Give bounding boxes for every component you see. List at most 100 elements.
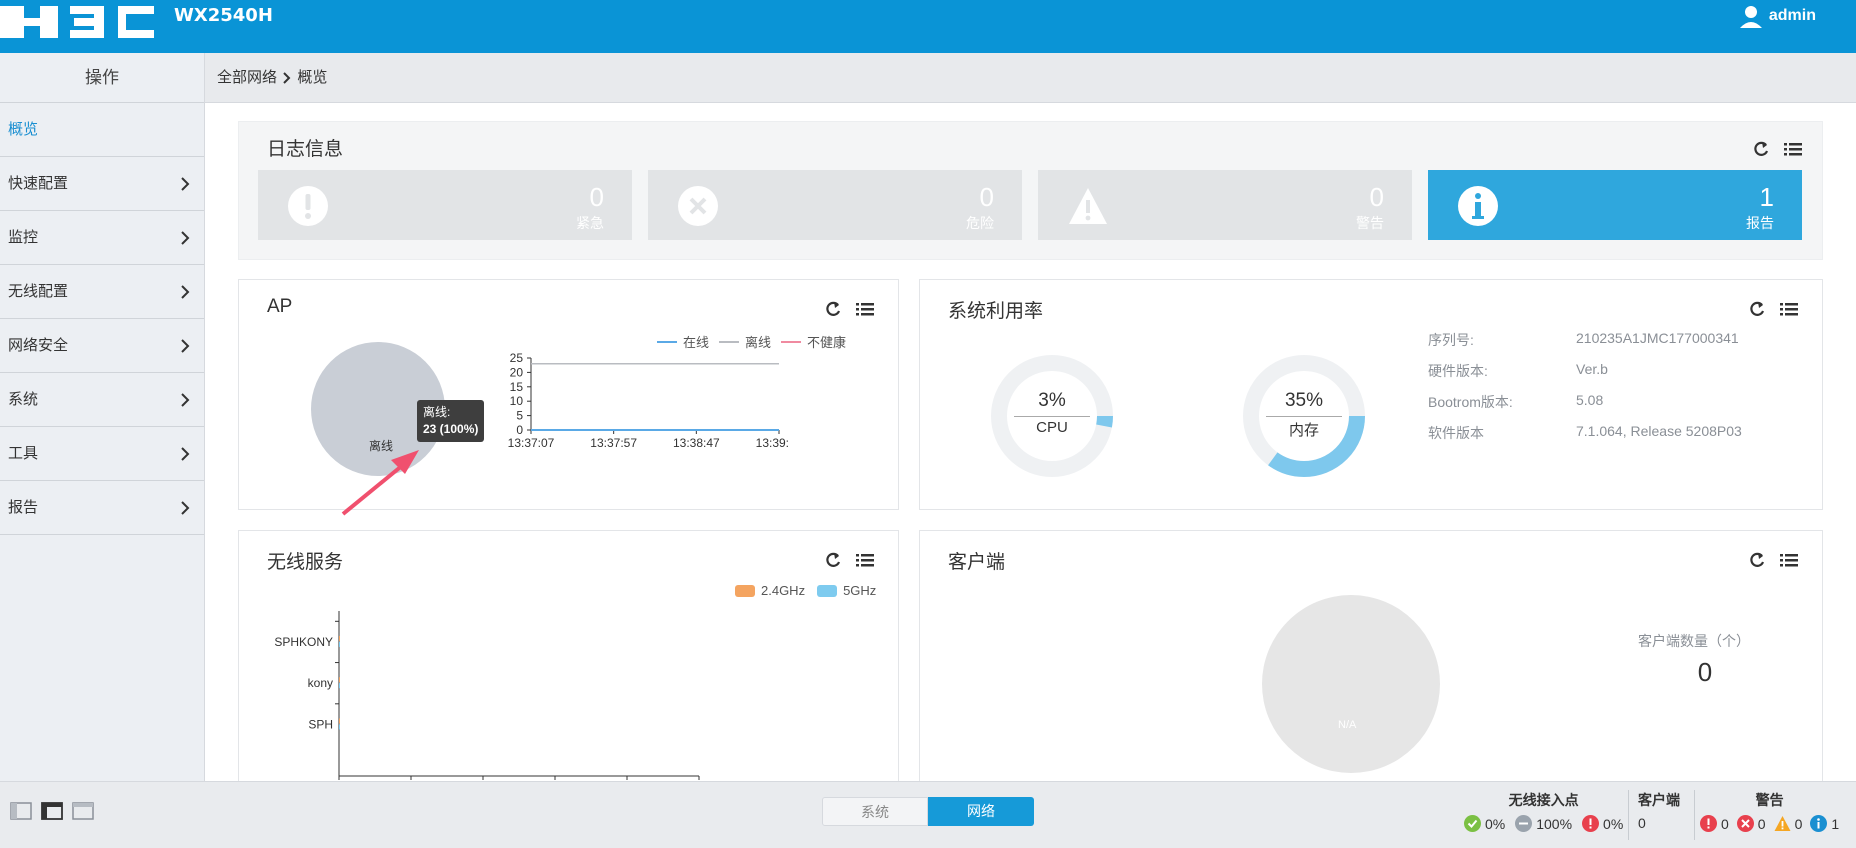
info-key: Bootrom版本:: [1428, 394, 1513, 410]
sidebar-item-system[interactable]: 系统: [0, 373, 204, 427]
view-toggle: 系统 网络: [822, 797, 1034, 826]
y-tick-label: 0: [516, 423, 523, 437]
sidebar-item-network-security[interactable]: 网络安全: [0, 319, 204, 373]
log-card-report[interactable]: 1 报告: [1428, 170, 1802, 240]
legend-swatch: [735, 584, 755, 597]
sidebar-item-overview[interactable]: 概览: [0, 103, 204, 157]
sidebar-item-monitor[interactable]: 监控: [0, 211, 204, 265]
log-count: 1: [1759, 182, 1774, 212]
cpu-gauge: [991, 355, 1113, 477]
x-tick-label: 13:37:07: [508, 436, 555, 450]
layout-sidebar-icon[interactable]: [10, 802, 32, 820]
wifi-legend: 2.4GHz 5GHz: [735, 583, 876, 598]
legend-swatch: [781, 340, 802, 343]
pie-slice-offline[interactable]: [311, 342, 445, 476]
legend-label[interactable]: 2.4GHz: [761, 583, 806, 598]
refresh-icon[interactable]: [824, 551, 842, 569]
list-icon[interactable]: [1780, 551, 1798, 569]
list-icon[interactable]: [1784, 140, 1802, 158]
stat-row: 0 0 0 1: [1700, 815, 1839, 832]
refresh-icon[interactable]: [1752, 140, 1770, 158]
ap-online-percent: 0%: [1485, 815, 1506, 832]
legend-label[interactable]: 在线: [683, 335, 710, 350]
warning-alarm-icon: [1774, 816, 1791, 831]
info-value: 210235A1JMC177000341: [1576, 330, 1739, 346]
stat-row: 0: [1638, 815, 1680, 831]
memory-gauge-arc: [1243, 355, 1365, 477]
h3c-logo: [0, 6, 154, 38]
breadcrumb: 全部网络 概览: [205, 53, 1856, 103]
toggle-network[interactable]: 网络: [928, 797, 1034, 826]
top-bar: WX2540H admin: [0, 0, 1856, 53]
bar-kony-5GHz[interactable]: [339, 683, 340, 689]
y-tick-label: 5: [516, 409, 523, 423]
sidebar-item-tools[interactable]: 工具: [0, 427, 204, 481]
bar-SPHKONY-5GHz[interactable]: [339, 641, 340, 647]
legend-label[interactable]: 5GHz: [843, 583, 877, 598]
memory-divider: [1266, 416, 1342, 417]
ap-offline-percent: 100%: [1536, 815, 1573, 832]
log-card-emergency[interactable]: 0 紧急: [258, 170, 632, 240]
panel-title: 无线服务: [267, 552, 344, 573]
y-tick-label: 15: [510, 380, 524, 394]
sidebar-item-label: 无线配置: [8, 283, 69, 300]
refresh-icon[interactable]: [1748, 300, 1766, 318]
bar-SPH-2.4GHz[interactable]: [339, 718, 340, 724]
user-menu[interactable]: admin: [1739, 0, 1816, 32]
client-pie-chart: [1262, 595, 1440, 773]
sidebar-item-report[interactable]: 报告: [0, 481, 204, 535]
device-info: 序列号: 210235A1JMC177000341 硬件版本: Ver.b Boot…: [1428, 330, 1742, 454]
ap-stats: 无线接入点 0% 100% 0%: [1464, 790, 1623, 832]
refresh-icon[interactable]: [824, 300, 842, 318]
ap-panel: AP 离线 离线: 23 (100%) 在线 离线 不健康 0 5 10 15 20 25…: [238, 279, 899, 516]
x-icon: [678, 186, 718, 226]
chevron-right-icon: [181, 339, 190, 353]
critical-alarm-icon: [1700, 815, 1717, 832]
panel-tools: [824, 300, 874, 318]
info-value: Ver.b: [1576, 361, 1608, 377]
panel-title: AP: [267, 296, 293, 317]
toggle-system[interactable]: 系统: [822, 797, 928, 826]
wifi-bar-chart: 020406080100SPHKONYkonySPH: [274, 611, 700, 780]
memory-label: 内存: [1288, 422, 1319, 439]
log-card-warning[interactable]: 0 警告: [1038, 170, 1412, 240]
list-icon[interactable]: [856, 551, 874, 569]
log-card-danger[interactable]: 0 危险: [648, 170, 1022, 240]
ap-unhealthy-percent: 0%: [1603, 815, 1624, 832]
danger-alarm-icon: [1736, 815, 1754, 832]
legend-label[interactable]: 离线: [745, 335, 772, 350]
x-tick-label: 13:37:57: [590, 436, 637, 450]
legend-label[interactable]: 不健康: [807, 335, 847, 350]
chevron-right-icon: [181, 285, 190, 299]
sidebar-item-label: 报告: [8, 499, 39, 516]
legend-swatch: [719, 340, 740, 343]
cpu-value: 3%: [1038, 390, 1066, 411]
layout-full-icon[interactable]: [72, 802, 94, 820]
sidebar-item-wireless-config[interactable]: 无线配置: [0, 265, 204, 319]
log-count: 0: [1369, 182, 1384, 212]
refresh-icon[interactable]: [1748, 551, 1766, 569]
sidebar-item-quick-config[interactable]: 快速配置: [0, 157, 204, 211]
bar-SPHKONY-2.4GHz[interactable]: [339, 635, 340, 641]
client-stats: 客户端 0: [1638, 790, 1680, 831]
ap-pie-chart: [311, 342, 445, 476]
minus-circle-icon: [1515, 815, 1533, 832]
layout-standard-icon[interactable]: [41, 802, 63, 820]
bar-kony-2.4GHz[interactable]: [339, 677, 340, 683]
client-count: 0: [1697, 657, 1713, 687]
list-icon[interactable]: [856, 300, 874, 318]
client-count-label: 客户端数量（个）: [1638, 633, 1750, 649]
panel-title: 日志信息: [267, 139, 344, 160]
tooltip-value: 23 (100%): [423, 422, 479, 436]
list-icon[interactable]: [1780, 300, 1798, 318]
sidebar-heading: 操作: [0, 53, 204, 103]
chevron-right-icon: [181, 177, 190, 191]
log-label: 紧急: [576, 215, 604, 231]
breadcrumb-root[interactable]: 全部网络: [217, 69, 278, 86]
exclamation-icon: [288, 186, 328, 226]
bar-SPH-5GHz[interactable]: [339, 724, 340, 730]
product-name: WX2540H: [174, 5, 273, 26]
stat-divider: [1694, 790, 1695, 840]
pie-label: 离线: [369, 439, 394, 453]
